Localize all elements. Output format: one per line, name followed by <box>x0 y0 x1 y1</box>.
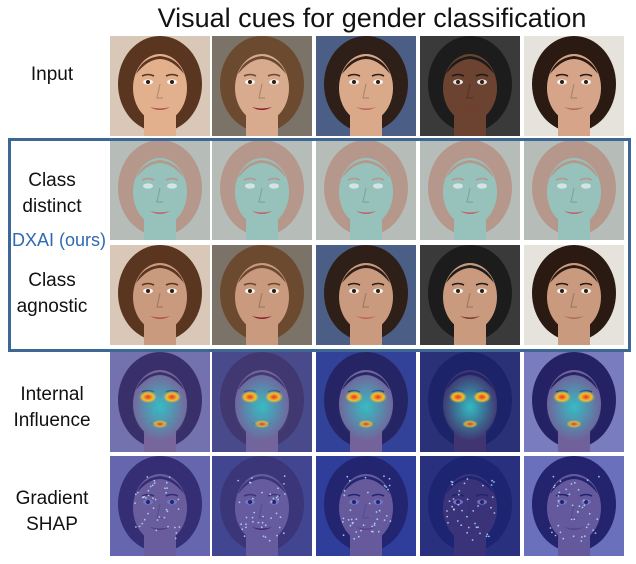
face-image-shap-2 <box>212 456 312 556</box>
face-image-shap-5 <box>524 456 624 556</box>
row-label-input: Input <box>0 62 104 88</box>
face-image-input-3 <box>316 36 416 136</box>
face-image-shap-1 <box>110 456 210 556</box>
face-image-input-4 <box>420 36 520 136</box>
row-label-line: Gradient <box>0 486 104 512</box>
face-image-input-5 <box>524 36 624 136</box>
face-image-influence-2 <box>212 352 312 452</box>
face-image-influence-1 <box>110 352 210 452</box>
row-label-influence: Internal Influence <box>0 382 104 434</box>
row-label-line: Input <box>0 62 104 88</box>
row-label-line: Internal <box>0 382 104 408</box>
row-label-line: SHAP <box>0 512 104 538</box>
face-image-influence-5 <box>524 352 624 452</box>
face-image-influence-4 <box>420 352 520 452</box>
row-label-line: Influence <box>0 408 104 434</box>
face-image-shap-4 <box>420 456 520 556</box>
face-image-input-2 <box>212 36 312 136</box>
face-image-input-1 <box>110 36 210 136</box>
face-image-influence-3 <box>316 352 416 452</box>
method-tag: DXAI (ours) <box>12 230 106 251</box>
row-label-shap: Gradient SHAP <box>0 486 104 538</box>
face-image-shap-3 <box>316 456 416 556</box>
figure-title: Visual cues for gender classification <box>108 0 636 36</box>
